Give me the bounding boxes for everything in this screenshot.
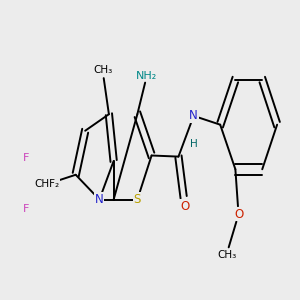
Text: F: F [23, 204, 29, 214]
Text: S: S [134, 193, 141, 206]
Text: O: O [234, 208, 243, 221]
Text: N: N [95, 193, 104, 206]
Text: CHF₂: CHF₂ [35, 179, 60, 189]
Text: F: F [23, 153, 29, 163]
Text: H: H [190, 140, 197, 149]
Text: F: F [23, 204, 29, 214]
Text: NH₂: NH₂ [136, 71, 158, 81]
Text: CH₃: CH₃ [217, 250, 236, 260]
Text: N: N [189, 110, 198, 122]
Text: NH₂: NH₂ [136, 71, 158, 81]
Text: O: O [180, 200, 189, 213]
Text: CH₃: CH₃ [93, 65, 112, 75]
Text: F: F [23, 153, 29, 163]
Text: N: N [189, 110, 198, 122]
Text: CH₃: CH₃ [93, 65, 112, 75]
Text: CHF₂: CHF₂ [35, 179, 60, 189]
Text: CH₃: CH₃ [217, 250, 236, 260]
